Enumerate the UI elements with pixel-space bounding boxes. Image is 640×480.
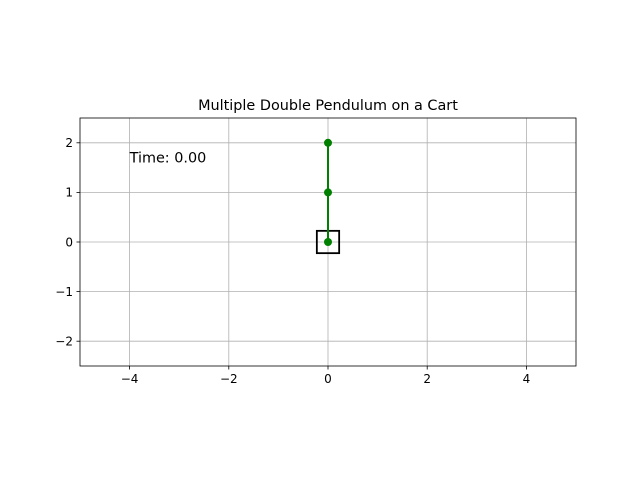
axes-frame	[79, 117, 577, 367]
pendulum-bob	[324, 138, 332, 147]
pendulum-bob	[324, 188, 332, 197]
x-tick-label: 4	[523, 372, 531, 386]
pendulum-bob	[324, 238, 332, 246]
x-tick-label: 0	[324, 372, 332, 386]
y-tick-label: −1	[55, 285, 73, 299]
y-tick-label: −2	[55, 335, 73, 349]
chart-title: Multiple Double Pendulum on a Cart	[198, 98, 458, 114]
x-tick-label: −4	[121, 372, 139, 386]
plot-marks	[315, 138, 341, 255]
x-tick-label: 2	[423, 372, 431, 386]
y-tick-label: 1	[65, 186, 73, 200]
axis-ticks: −4 −2 0 2 4 −2 −1 0 1 2	[55, 136, 530, 386]
x-tick-label: −2	[220, 372, 238, 386]
y-tick-label: 0	[65, 235, 73, 249]
time-annotation: Time: 0.00	[129, 151, 207, 167]
y-tick-label: 2	[65, 136, 73, 150]
